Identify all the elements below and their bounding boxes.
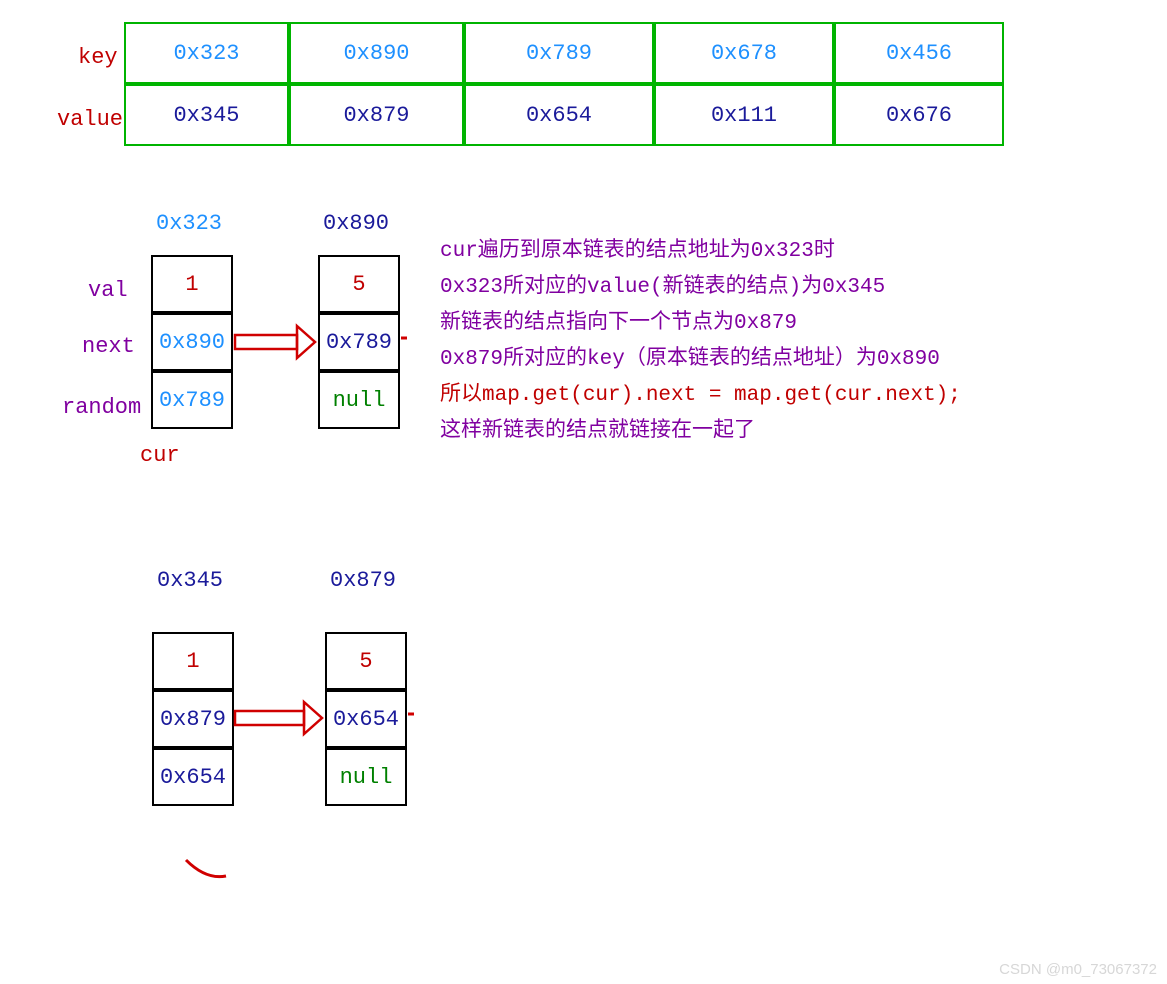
map-key-cell: 0x789 <box>464 22 654 84</box>
field-label-random: random <box>62 395 141 420</box>
map-key-cell: 0x323 <box>124 22 289 84</box>
map-value-cell: 0x676 <box>834 84 1004 146</box>
explain-line: 这样新链表的结点就链接在一起了 <box>440 414 755 450</box>
map-value-cell: 0x654 <box>464 84 654 146</box>
node-random-cell: null <box>318 371 400 429</box>
arrow-icon <box>235 326 315 358</box>
node-next-cell: 0x789 <box>318 313 400 371</box>
explain-line: cur遍历到原本链表的结点地址为0x323时 <box>440 234 835 270</box>
node-val-cell: 5 <box>325 632 407 690</box>
map-key-label: key <box>78 45 118 70</box>
node-address-label: 0x879 <box>330 568 396 593</box>
explain-line: 0x879所对应的key（原本链表的结点地址）为0x890 <box>440 342 940 378</box>
node-next-cell: 0x654 <box>325 690 407 748</box>
map-key-cell: 0x456 <box>834 22 1004 84</box>
map-key-cell: 0x890 <box>289 22 464 84</box>
swoosh-mark <box>186 860 226 877</box>
node-val-cell: 1 <box>151 255 233 313</box>
svg-overlay <box>0 0 1167 984</box>
explain-line: 新链表的结点指向下一个节点为0x879 <box>440 306 797 342</box>
node-random-cell: null <box>325 748 407 806</box>
node-address-label: 0x323 <box>156 211 222 236</box>
explain-line: 所以map.get(cur).next = map.get(cur.next); <box>440 378 961 414</box>
map-value-cell: 0x111 <box>654 84 834 146</box>
field-label-val: val <box>88 278 128 303</box>
node-random-cell: 0x654 <box>152 748 234 806</box>
cur-label: cur <box>140 443 180 468</box>
explain-line: 0x323所对应的value(新链表的结点)为0x345 <box>440 270 885 306</box>
arrow-icon <box>235 702 322 734</box>
node-next-cell: 0x879 <box>152 690 234 748</box>
map-value-label: value <box>57 107 123 132</box>
watermark: CSDN @m0_73067372 <box>999 961 1157 978</box>
node-random-cell: 0x789 <box>151 371 233 429</box>
node-address-label: 0x890 <box>323 211 389 236</box>
map-value-cell: 0x879 <box>289 84 464 146</box>
node-next-cell: 0x890 <box>151 313 233 371</box>
map-key-cell: 0x678 <box>654 22 834 84</box>
node-address-label: 0x345 <box>157 568 223 593</box>
node-val-cell: 1 <box>152 632 234 690</box>
field-label-next: next <box>82 334 135 359</box>
node-val-cell: 5 <box>318 255 400 313</box>
map-value-cell: 0x345 <box>124 84 289 146</box>
